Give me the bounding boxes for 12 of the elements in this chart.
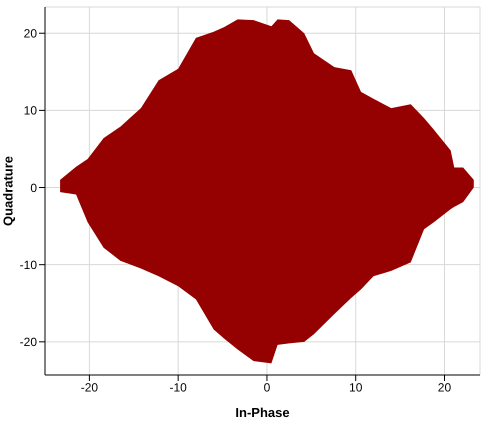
y-tick-label: -20: [20, 335, 38, 350]
y-tick-label: 20: [24, 26, 38, 40]
x-tick-label: 0: [264, 380, 271, 395]
x-axis-title: In-Phase: [235, 405, 290, 420]
y-tick-label: 0: [30, 180, 38, 195]
x-tick-label: -20: [80, 380, 98, 395]
x-tick-label: 20: [438, 380, 452, 395]
x-tick-label: 10: [349, 380, 363, 395]
y-tick-label: 10: [24, 104, 38, 118]
y-axis-title: Quadrature: [0, 156, 16, 226]
y-tick-label: -10: [20, 258, 38, 272]
x-tick-label: -10: [169, 380, 188, 395]
